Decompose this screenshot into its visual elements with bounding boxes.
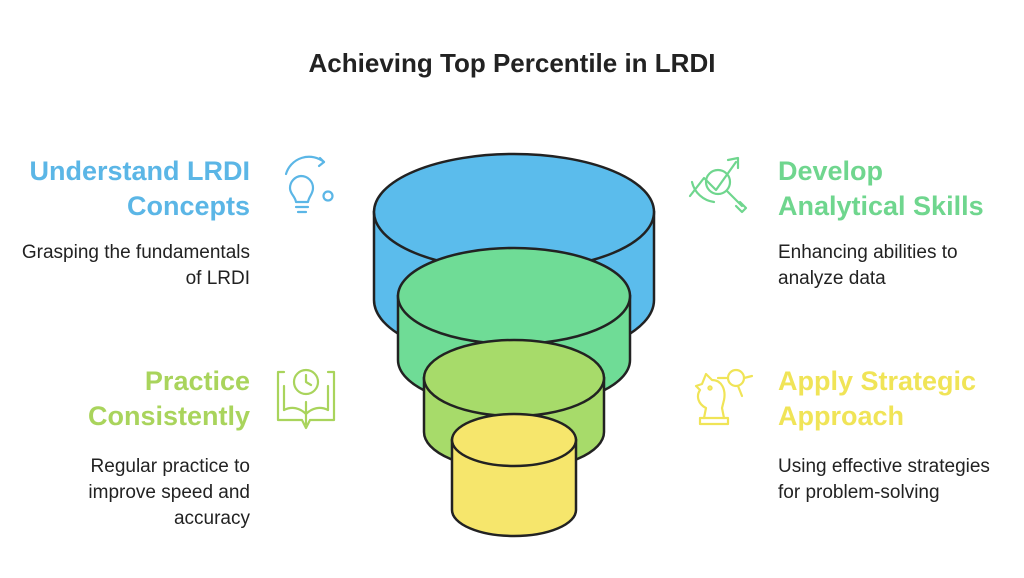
clock-book-icon xyxy=(276,368,336,430)
description-develop-analytical: Enhancing abilities to analyze data xyxy=(778,242,958,289)
chess-knight-icon xyxy=(694,368,754,426)
heading-understand-lrdi: Understand LRDI Concepts xyxy=(29,154,250,224)
funnel-layer-yellow xyxy=(450,412,578,538)
description-practice-consistently: Regular practice to improve speed and ac… xyxy=(88,456,250,529)
heading-line: Apply Strategic xyxy=(778,366,977,396)
heading-line: Concepts xyxy=(126,191,250,221)
lightbulb-icon xyxy=(284,155,334,214)
heading-apply-strategic: Apply Strategic Approach xyxy=(778,364,976,434)
heading-line: Practice xyxy=(144,366,250,396)
heading-line: Analytical Skills xyxy=(778,191,984,221)
heading-line: Consistently xyxy=(87,401,250,431)
heading-develop-analytical: Develop Analytical Skills xyxy=(778,154,984,224)
heading-practice-consistently: Practice Consistently xyxy=(88,364,250,434)
description-apply-strategic: Using effective strategies for problem-s… xyxy=(778,456,990,503)
description-understand-lrdi: Grasping the fundamentals of LRDI xyxy=(21,242,250,289)
heading-line: Understand LRDI xyxy=(29,156,250,186)
chart-magnifier-icon xyxy=(688,156,748,214)
heading-line: Approach xyxy=(778,401,905,431)
heading-line: Develop xyxy=(778,156,884,186)
page-title: Achieving Top Percentile in LRDI xyxy=(308,48,716,78)
